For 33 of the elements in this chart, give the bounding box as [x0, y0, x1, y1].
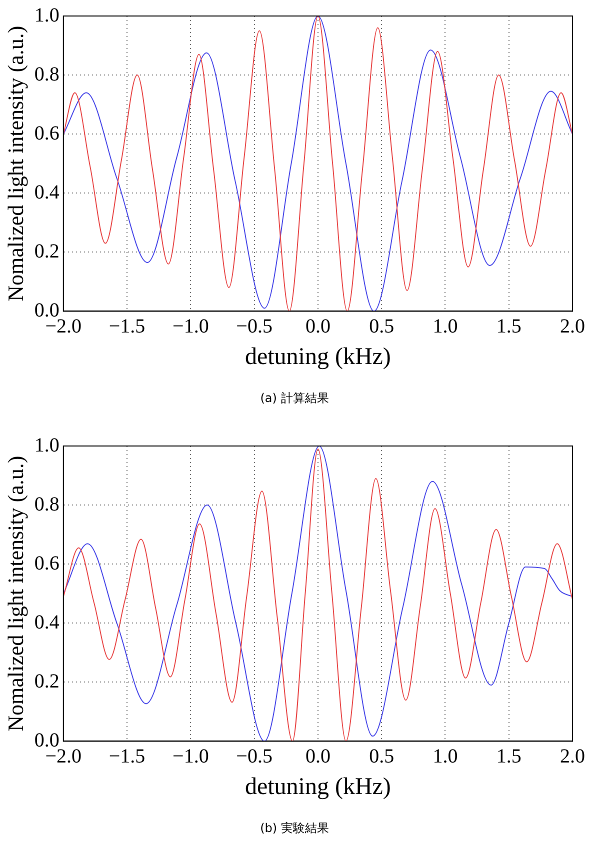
y-axis-title: Nomalized light intensity (a.u.)	[2, 456, 28, 732]
y-tick-label: 0.2	[34, 240, 60, 262]
x-tick-label: −0.5	[236, 745, 272, 768]
line-series	[63, 16, 572, 312]
x-tick-label: 0.5	[369, 745, 394, 768]
x-tick-label: −0.5	[236, 315, 272, 338]
x-tick-label: 1.0	[432, 745, 458, 768]
x-tick-label: 0.5	[369, 315, 394, 338]
y-tick-label: 0.4	[34, 181, 60, 204]
y-tick-label: 0.8	[34, 63, 60, 86]
text: (b) 実験結果	[259, 820, 330, 837]
x-tick-label: 1.5	[496, 315, 522, 338]
y-tick-label: 0.6	[34, 552, 60, 574]
x-tick-label: 0.0	[305, 315, 330, 338]
x-axis-title: detuning (kHz)	[244, 774, 391, 800]
x-tick-label: 2.0	[560, 745, 585, 768]
x-tick-label: −1.0	[172, 745, 209, 768]
x-tick-label: 2.0	[560, 315, 585, 338]
x-tick-label: 1.0	[432, 315, 458, 338]
y-tick-label: 0.8	[34, 493, 60, 516]
y-tick-label: 1.0	[34, 4, 60, 26]
text: (a) 計算結果	[259, 390, 330, 407]
y-tick-label: 0.2	[34, 670, 60, 692]
x-tick-label: 0.0	[305, 745, 330, 768]
x-axis-title: detuning (kHz)	[244, 344, 391, 370]
y-tick-label: 0.6	[34, 122, 60, 144]
x-tick-label: 1.5	[496, 745, 522, 768]
x-tick-label: −1.0	[172, 315, 209, 338]
y-axis-title: Nomalized light intensity (a.u.)	[2, 26, 28, 302]
x-tick-label: −1.5	[108, 315, 146, 338]
y-tick-label: 0.4	[34, 611, 60, 634]
x-tick-label: −1.5	[108, 745, 146, 768]
y-tick-label: 1.0	[34, 434, 60, 456]
